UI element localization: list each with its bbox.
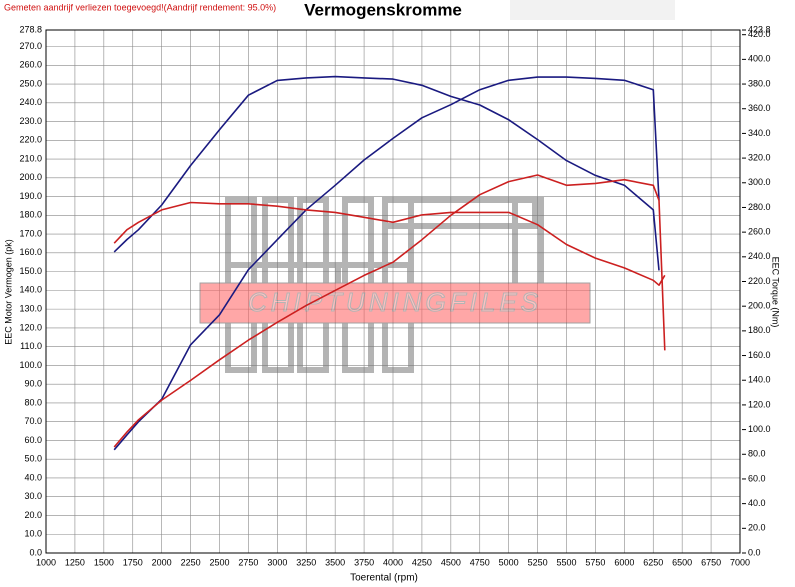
y-tick-label: 90.0 [24,379,42,389]
x-tick-label: 6000 [614,557,634,567]
y2-tick-label: 300.0 [748,177,771,187]
x-tick-label: 7000 [730,557,750,567]
x-tick-label: 3000 [267,557,287,567]
note: Gemeten aandrijf verliezen toegevoegd!(A… [4,2,276,12]
x-tick-label: 3500 [325,557,345,567]
y2-tick-label: 0.0 [748,547,761,557]
y-tick-label: 20.0 [24,510,42,520]
y-tick-label: 278.8 [19,24,42,34]
series-line [113,76,660,451]
x-tick-label: 1250 [65,557,85,567]
y-tick-label: 230.0 [19,116,42,126]
x-tick-label: 1500 [94,557,114,567]
x-tick-label: 1750 [123,557,143,567]
y2-tick-label: 200.0 [748,301,771,311]
x-tick-label: 1000 [36,557,56,567]
y-tick-label: 120.0 [19,322,42,332]
y2-tick-label: 320.0 [748,152,771,162]
y2-tick-label: 60.0 [748,473,766,483]
y2-tick-label: 20.0 [748,523,766,533]
y2-tick-label: 380.0 [748,78,771,88]
y-tick-label: 130.0 [19,304,42,314]
watermark-band [199,282,591,324]
y2-tick-label: 400.0 [748,54,771,64]
y2-tick-label: 220.0 [748,276,771,286]
y-tick-label: 40.0 [24,472,42,482]
x-tick-label: 6500 [672,557,692,567]
x-tick-label: 6750 [701,557,721,567]
x-tick-label: 4500 [441,557,461,567]
y-tick-label: 60.0 [24,435,42,445]
y-tick-label: 190.0 [19,191,42,201]
x-tick-label: 6250 [643,557,663,567]
watermark: CHIPTUNINGFILES [199,197,591,373]
y-tick-label: 220.0 [19,135,42,145]
y2-tick-label: 100.0 [748,424,771,434]
y2-tick-label: 180.0 [748,325,771,335]
y2-tick-label: 140.0 [748,375,771,385]
y2-tick-label: 80.0 [748,449,766,459]
y-tick-label: 150.0 [19,266,42,276]
x-tick-label: 2250 [181,557,201,567]
y-axis-label: EEC Motor Vermogen (pk) [3,239,13,345]
x-axis-label: Toerental (rpm) [350,573,418,584]
watermark-text: CHIPTUNINGFILES [248,287,542,317]
y-tick-label: 260.0 [19,60,42,70]
y2-tick-label: 240.0 [748,251,771,261]
y2-tick-label: 260.0 [748,227,771,237]
y-tick-label: 50.0 [24,454,42,464]
series-line [113,201,666,286]
x-tick-label: 2000 [152,557,172,567]
x-tick-label: 5250 [528,557,548,567]
y2-tick-label: 420.0 [748,29,771,39]
y-tick-label: 80.0 [24,397,42,407]
y-tick-label: 100.0 [19,360,42,370]
y-tick-label: 10.0 [24,529,42,539]
plot-frame [45,29,741,554]
y-tick-label: 210.0 [19,153,42,163]
x-tick-label: 2500 [209,557,229,567]
x-tick-label: 3250 [296,557,316,567]
y-tick-label: 30.0 [24,491,42,501]
x-tick-label: 5750 [585,557,605,567]
x-tick-label: 4250 [412,557,432,567]
y2-tick-label: 360.0 [748,103,771,113]
y2-tick-label: 160.0 [748,350,771,360]
y-tick-label: 180.0 [19,210,42,220]
x-tick-label: 4000 [383,557,403,567]
y-tick-label: 140.0 [19,285,42,295]
y2-tick-label: 120.0 [748,399,771,409]
x-tick-label: 5500 [556,557,576,567]
x-tick-label: 5000 [499,557,519,567]
y-tick-label: 110.0 [20,341,42,351]
series-line [113,75,660,271]
series-line [113,174,666,448]
x-tick-label: 2750 [238,557,258,567]
chart-title: Vermogenskromme [304,0,462,19]
y2-tick-label: 40.0 [748,498,766,508]
y-tick-label: 160.0 [19,247,42,257]
watermark-shape [382,197,538,229]
y2-tick-label: 280.0 [748,202,771,212]
y2-axis-label: EEC Torque (Nm) [771,257,781,328]
x-tick-label: 4750 [470,557,490,567]
y-tick-label: 0.0 [29,547,42,557]
y2-tick-label: 423.8 [748,24,771,34]
y2-tick-label: 340.0 [748,128,771,138]
y-tick-label: 70.0 [24,416,42,426]
y-tick-label: 270.0 [19,41,42,51]
blank-box [510,0,675,20]
y-tick-label: 250.0 [19,78,42,88]
y-tick-label: 240.0 [19,97,42,107]
y-tick-label: 200.0 [19,172,42,182]
x-tick-label: 3750 [354,557,374,567]
y-tick-label: 170.0 [19,228,42,238]
